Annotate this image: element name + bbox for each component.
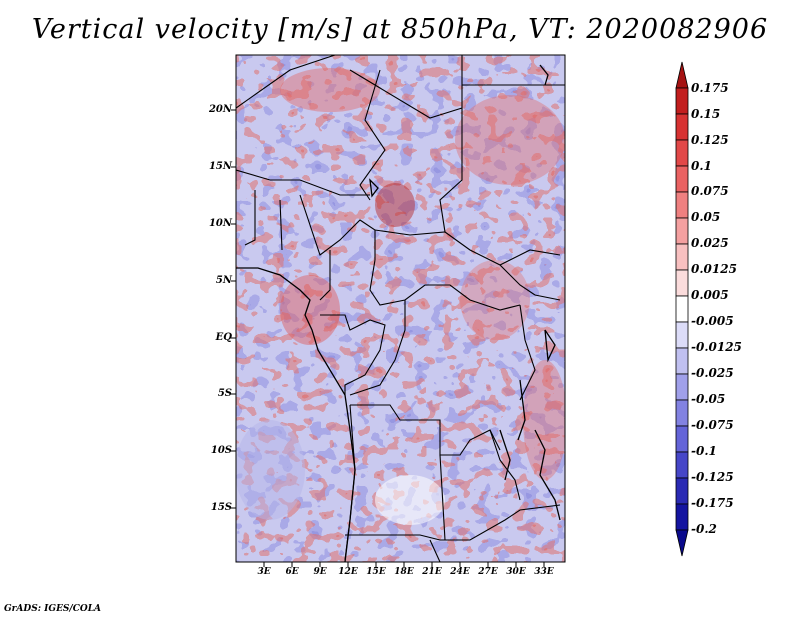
lon-label-33e: 33E [534, 567, 554, 577]
colorbar-label: -0.2 [691, 522, 717, 536]
axis-ticks [231, 109, 545, 567]
ascent-region [280, 275, 340, 345]
colorbar-label: -0.005 [691, 314, 734, 328]
colorbar-segment [675, 243, 689, 271]
lat-label-10n: 10N [208, 218, 232, 229]
map-frame [235, 54, 566, 563]
lon-label-30e: 30E [506, 567, 526, 577]
colorbar-label: -0.125 [691, 470, 734, 484]
colorbar-label: -0.0125 [691, 340, 742, 354]
colorbar-segment [675, 217, 689, 245]
lat-label-eq: EQ [215, 332, 232, 343]
colorbar-segment [675, 165, 689, 193]
velocity-field [236, 55, 565, 562]
colorbar-label: -0.025 [691, 366, 734, 380]
lat-label-20n: 20N [208, 104, 232, 115]
colorbar-label: 0.0125 [691, 262, 737, 276]
colorbar-label: 0.025 [691, 236, 729, 250]
ascent-region [375, 183, 415, 227]
colorbar-label: 0.005 [691, 288, 729, 302]
colorbar-segment [675, 425, 689, 453]
lon-label-24e: 24E [450, 567, 470, 577]
country-borders [236, 55, 565, 562]
lat-label-15s: 15S [210, 502, 232, 513]
colorbar [675, 61, 689, 557]
ascent-region [523, 360, 565, 480]
colorbar-label: 0.175 [691, 81, 729, 95]
colorbar-label: 0.05 [691, 210, 721, 224]
colorbar-label: -0.05 [691, 392, 726, 406]
lon-label-18e: 18E [394, 567, 414, 577]
colorbar-segment [675, 503, 689, 531]
lon-label-21e: 21E [422, 567, 442, 577]
colorbar-label: 0.075 [691, 184, 729, 198]
colorbar-segment [675, 321, 689, 349]
lat-label-5s: 5S [217, 388, 232, 399]
colorbar-segment [675, 529, 689, 557]
colorbar-label: -0.175 [691, 496, 734, 510]
colorbar-label: -0.075 [691, 418, 734, 432]
colorbar-segment [675, 295, 689, 323]
colorbar-segment [675, 373, 689, 401]
chart-title: Vertical velocity [m/s] at 850hPa, VT: 2… [31, 14, 769, 45]
ascent-region [280, 68, 380, 112]
colorbar-segment [675, 269, 689, 297]
lon-label-15e: 15E [366, 567, 386, 577]
lon-label-3e: 3E [257, 567, 271, 577]
lon-label-27e: 27E [478, 567, 498, 577]
colorbar-segment [675, 113, 689, 141]
ascent-region [455, 95, 565, 185]
grads-credit: GrADS: IGES/COLA [4, 604, 102, 614]
colorbar-label: 0.125 [691, 133, 729, 147]
colorbar-segment [675, 399, 689, 427]
colorbar-segment [675, 477, 689, 505]
lat-label-15n: 15N [208, 161, 232, 172]
lat-label-5n: 5N [215, 275, 232, 286]
colorbar-segment [675, 139, 689, 167]
descent-region [236, 420, 305, 520]
neutral-region [375, 475, 445, 525]
colorbar-segment [675, 61, 689, 89]
colorbar-label: -0.1 [691, 444, 717, 458]
colorbar-segment [675, 191, 689, 219]
colorbar-label: 0.1 [691, 159, 712, 173]
ascent-region [460, 260, 530, 340]
lon-label-9e: 9E [313, 567, 327, 577]
colorbar-segment [675, 451, 689, 479]
lon-label-12e: 12E [338, 567, 358, 577]
colorbar-segment [675, 87, 689, 115]
colorbar-label: 0.15 [691, 107, 721, 121]
lon-label-6e: 6E [285, 567, 299, 577]
coastline [236, 64, 561, 562]
lat-label-10s: 10S [210, 445, 232, 456]
colorbar-segment [675, 347, 689, 375]
